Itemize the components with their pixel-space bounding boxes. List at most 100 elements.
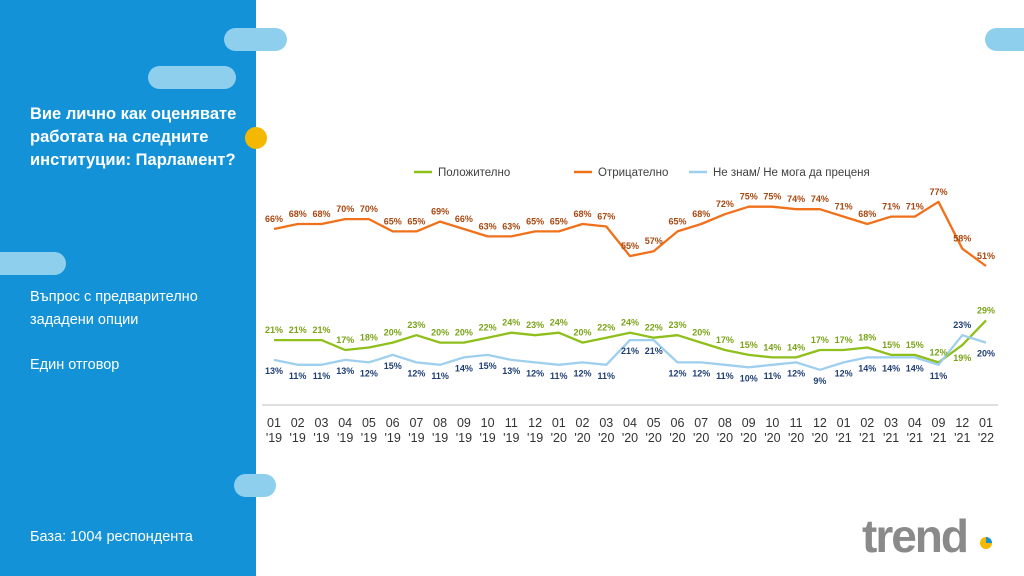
x-tick-label: 03'19 <box>313 416 329 445</box>
data-label: 68% <box>312 209 330 219</box>
data-label: 23% <box>668 320 686 330</box>
data-label: 63% <box>502 221 520 231</box>
data-label: 21% <box>312 325 330 335</box>
x-tick-label: 12'21 <box>954 416 970 445</box>
data-label: 29% <box>977 305 995 315</box>
data-label: 55% <box>621 241 639 251</box>
legend-label: Не знам/ Не мога да преценя <box>713 167 870 179</box>
data-label: 10% <box>740 373 758 383</box>
data-label: 65% <box>384 216 402 226</box>
data-label: 77% <box>929 187 947 197</box>
x-tick-label: 04'19 <box>337 416 353 445</box>
data-label: 21% <box>265 325 283 335</box>
decor-pill <box>224 28 287 51</box>
decor-pill <box>985 28 1024 51</box>
data-label: 20% <box>384 328 402 338</box>
data-label: 12% <box>360 368 378 378</box>
data-label: 74% <box>787 194 805 204</box>
answer-type: Един отговор <box>30 357 120 373</box>
data-label: 65% <box>407 216 425 226</box>
data-label: 24% <box>502 318 520 328</box>
x-tick-label: 08'19 <box>432 416 448 445</box>
data-label: 11% <box>431 371 449 381</box>
data-label: 20% <box>573 328 591 338</box>
series-line <box>273 200 987 267</box>
data-label: 67% <box>597 212 615 222</box>
data-label: 14% <box>787 342 805 352</box>
data-label: 71% <box>906 202 924 212</box>
data-label: 51% <box>977 251 995 261</box>
question-title: Вие лично как оценявате работата на след… <box>30 105 237 169</box>
data-label: 69% <box>431 207 449 217</box>
series-line <box>274 319 987 364</box>
x-tick-label: 09'19 <box>456 416 472 445</box>
data-label: 23% <box>953 320 971 330</box>
data-label: 68% <box>573 209 591 219</box>
data-label: 66% <box>455 214 473 224</box>
trend-logo: trend <box>862 510 992 560</box>
data-label: 13% <box>336 366 354 376</box>
decor-pill <box>0 252 66 275</box>
data-label: 17% <box>716 335 734 345</box>
data-label: 15% <box>479 361 497 371</box>
data-label: 24% <box>550 318 568 328</box>
x-tick-label: 04'20 <box>622 416 638 445</box>
x-tick-label: 07'19 <box>408 416 424 445</box>
data-label: 12% <box>692 368 710 378</box>
data-label: 11% <box>764 371 782 381</box>
data-label: 68% <box>692 209 710 219</box>
data-label: 58% <box>953 234 971 244</box>
x-tick-label: 01'19 <box>266 416 282 445</box>
question-type: Въпрос с предварително зададени опции <box>30 289 198 328</box>
data-label: 14% <box>763 342 781 352</box>
data-label: 74% <box>811 194 829 204</box>
x-tick-label: 01'20 <box>551 416 567 445</box>
x-tick-label: 04'21 <box>907 416 923 445</box>
data-label: 20% <box>977 349 995 359</box>
data-label: 65% <box>550 216 568 226</box>
x-tick-label: 11'20 <box>788 416 804 445</box>
data-label: 12% <box>835 368 853 378</box>
data-label: 14% <box>882 363 900 373</box>
data-label: 14% <box>906 363 924 373</box>
data-label: 70% <box>336 204 354 214</box>
data-label: 22% <box>645 323 663 333</box>
decor-pill <box>234 474 276 497</box>
data-label: 66% <box>265 214 283 224</box>
data-label: 24% <box>621 318 639 328</box>
data-label: 12% <box>787 368 805 378</box>
x-tick-label: 03'20 <box>598 416 614 445</box>
data-label: 71% <box>835 202 853 212</box>
data-label: 11% <box>313 371 331 381</box>
series-line <box>273 334 987 371</box>
data-label: 12% <box>407 368 425 378</box>
svg-text:trend: trend <box>862 510 967 560</box>
data-label: 15% <box>740 340 758 350</box>
data-label: 21% <box>621 346 639 356</box>
data-label: 72% <box>716 199 734 209</box>
data-label: 68% <box>858 209 876 219</box>
data-label: 15% <box>882 340 900 350</box>
data-label: 65% <box>526 216 544 226</box>
data-label: 18% <box>360 333 378 343</box>
x-tick-label: 02'19 <box>290 416 306 445</box>
data-label: 9% <box>813 376 826 386</box>
data-label: 70% <box>360 204 378 214</box>
base-respondents: База: 1004 респондента <box>30 529 193 545</box>
data-label: 75% <box>763 192 781 202</box>
data-label: 21% <box>645 346 663 356</box>
x-tick-label: 01'21 <box>835 416 851 445</box>
x-tick-label: 07'20 <box>693 416 709 445</box>
data-label: 23% <box>526 320 544 330</box>
x-tick-label: 06'19 <box>385 416 401 445</box>
x-tick-label: 03'21 <box>883 416 899 445</box>
data-label: 12% <box>929 347 947 357</box>
x-tick-label: 10'19 <box>479 416 495 445</box>
data-label: 13% <box>265 366 283 376</box>
data-label: 75% <box>740 192 758 202</box>
data-label: 20% <box>431 328 449 338</box>
data-label: 63% <box>479 221 497 231</box>
x-tick-label: 12'20 <box>812 416 828 445</box>
x-tick-label: 02'21 <box>859 416 875 445</box>
data-label: 11% <box>716 371 734 381</box>
